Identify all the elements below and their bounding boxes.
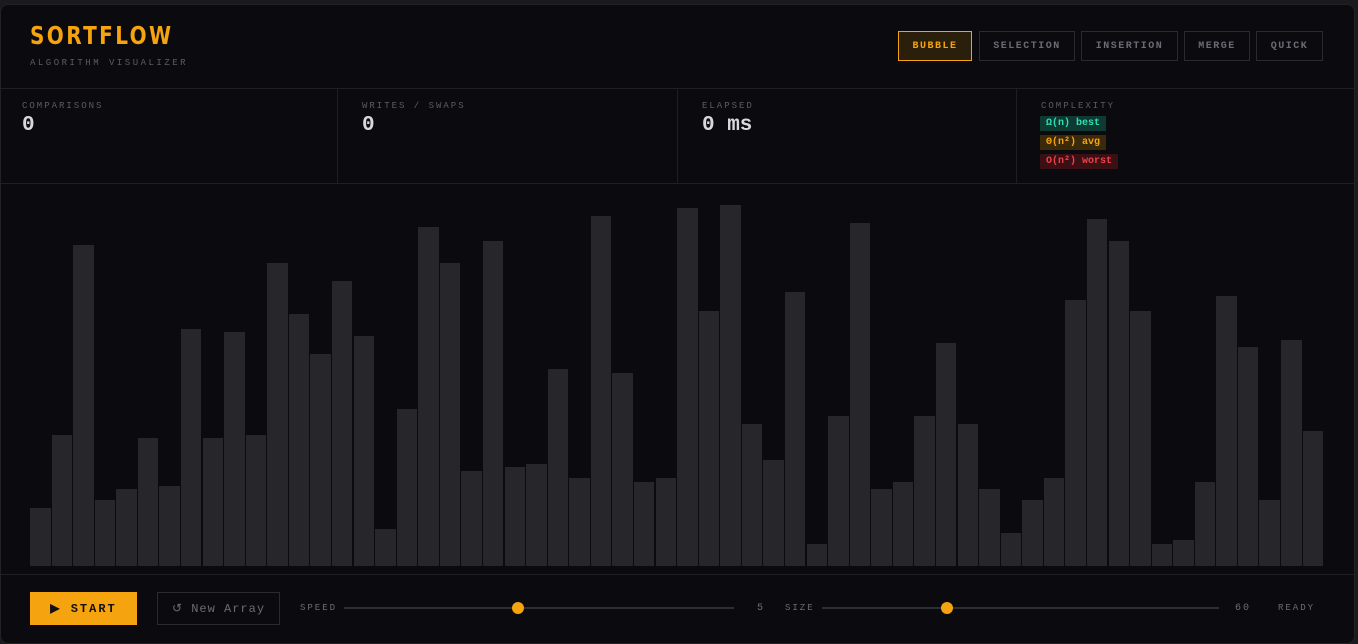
- bar: [979, 489, 1000, 566]
- bar: [1022, 500, 1043, 566]
- bar: [720, 205, 741, 566]
- bar: [763, 460, 784, 566]
- bar: [1000, 533, 1022, 566]
- bar: [504, 467, 526, 566]
- bar: [159, 486, 180, 566]
- bar: [137, 438, 159, 566]
- bar: [1237, 347, 1259, 566]
- bar: [526, 464, 547, 566]
- size-value: 60: [1235, 603, 1252, 614]
- bar: [935, 343, 957, 566]
- bar: [73, 245, 94, 566]
- new-array-button[interactable]: ↺ New Array: [157, 592, 280, 625]
- bar: [698, 311, 720, 566]
- bar: [741, 424, 763, 566]
- bar: [1108, 241, 1129, 566]
- speed-label: SPEED: [300, 603, 338, 613]
- bar: [224, 332, 245, 566]
- bar: [245, 435, 267, 566]
- status: READY: [1278, 603, 1316, 613]
- size-thumb[interactable]: [941, 602, 953, 614]
- bar: [51, 435, 73, 566]
- divider: [1016, 89, 1017, 184]
- bar: [94, 500, 116, 566]
- speed-value: 5: [757, 603, 766, 614]
- bar: [482, 241, 504, 566]
- speed-thumb[interactable]: [512, 602, 524, 614]
- app: SORTFLOW ALGORITHM VISUALIZER BUBBLE SEL…: [0, 4, 1356, 644]
- bar: [331, 281, 353, 566]
- bar: [418, 227, 439, 566]
- bar: [1065, 300, 1086, 566]
- bar: [267, 263, 288, 566]
- bar: [828, 416, 849, 566]
- divider: [1, 183, 1356, 184]
- bar: [569, 478, 590, 566]
- stat-label: COMPLEXITY: [1041, 101, 1116, 111]
- bar: [1302, 431, 1324, 566]
- bar: [1173, 540, 1194, 566]
- badge-best: Ω(n) best: [1040, 116, 1107, 131]
- bar: [1043, 478, 1065, 566]
- bar: [957, 424, 978, 566]
- divider: [337, 89, 338, 184]
- bar: [461, 471, 482, 566]
- bar: [439, 263, 461, 566]
- tab[interactable]: INSERTION: [1081, 31, 1178, 61]
- tab[interactable]: MERGE: [1184, 31, 1250, 61]
- subtitle: ALGORITHM VISUALIZER: [30, 58, 189, 68]
- bar: [353, 336, 375, 566]
- bar-area: [1, 5, 1356, 575]
- bar: [1086, 219, 1108, 566]
- bar: [612, 373, 633, 566]
- bar: [1281, 340, 1302, 566]
- bar: [633, 482, 655, 566]
- bar: [375, 529, 396, 566]
- stat-label: COMPARISONS: [22, 101, 104, 111]
- badge-worst: O(n²) worst: [1040, 154, 1119, 169]
- divider: [1, 88, 1356, 89]
- size-slider[interactable]: [822, 607, 1219, 609]
- start-button[interactable]: ▶ START: [30, 592, 137, 625]
- bar: [892, 482, 914, 566]
- stat-label: WRITES / SWAPS: [362, 101, 466, 111]
- bar: [396, 409, 418, 566]
- bar: [849, 223, 871, 566]
- bar: [655, 478, 677, 566]
- bar: [914, 416, 935, 566]
- bar: [310, 354, 331, 566]
- bar: [288, 314, 310, 566]
- divider: [677, 89, 678, 184]
- bar: [590, 216, 612, 566]
- stat-value: 0 ms: [702, 114, 753, 137]
- bar: [180, 329, 202, 566]
- bar: [784, 292, 806, 566]
- tab[interactable]: QUICK: [1256, 31, 1323, 61]
- tab[interactable]: SELECTION: [979, 31, 1075, 61]
- bar: [871, 489, 892, 566]
- bar: [1151, 544, 1173, 566]
- badge-avg: Θ(n²) avg: [1040, 135, 1107, 150]
- bar: [547, 369, 569, 566]
- bar: [1130, 311, 1151, 566]
- stat-value: 0: [22, 114, 35, 137]
- stat-label: ELAPSED: [702, 101, 754, 111]
- bar: [806, 544, 828, 566]
- bar: [1194, 482, 1216, 566]
- bar: [30, 508, 51, 566]
- tab[interactable]: BUBBLE: [898, 31, 972, 61]
- stat-value: 0: [362, 114, 375, 137]
- bar: [677, 208, 698, 566]
- bar: [116, 489, 137, 566]
- title: SORTFLOW: [30, 21, 174, 50]
- bar: [1216, 296, 1237, 566]
- speed-slider[interactable]: [344, 607, 734, 609]
- size-label: SIZE: [785, 603, 815, 613]
- bar: [202, 438, 224, 566]
- bar: [1259, 500, 1280, 566]
- divider: [1, 574, 1356, 575]
